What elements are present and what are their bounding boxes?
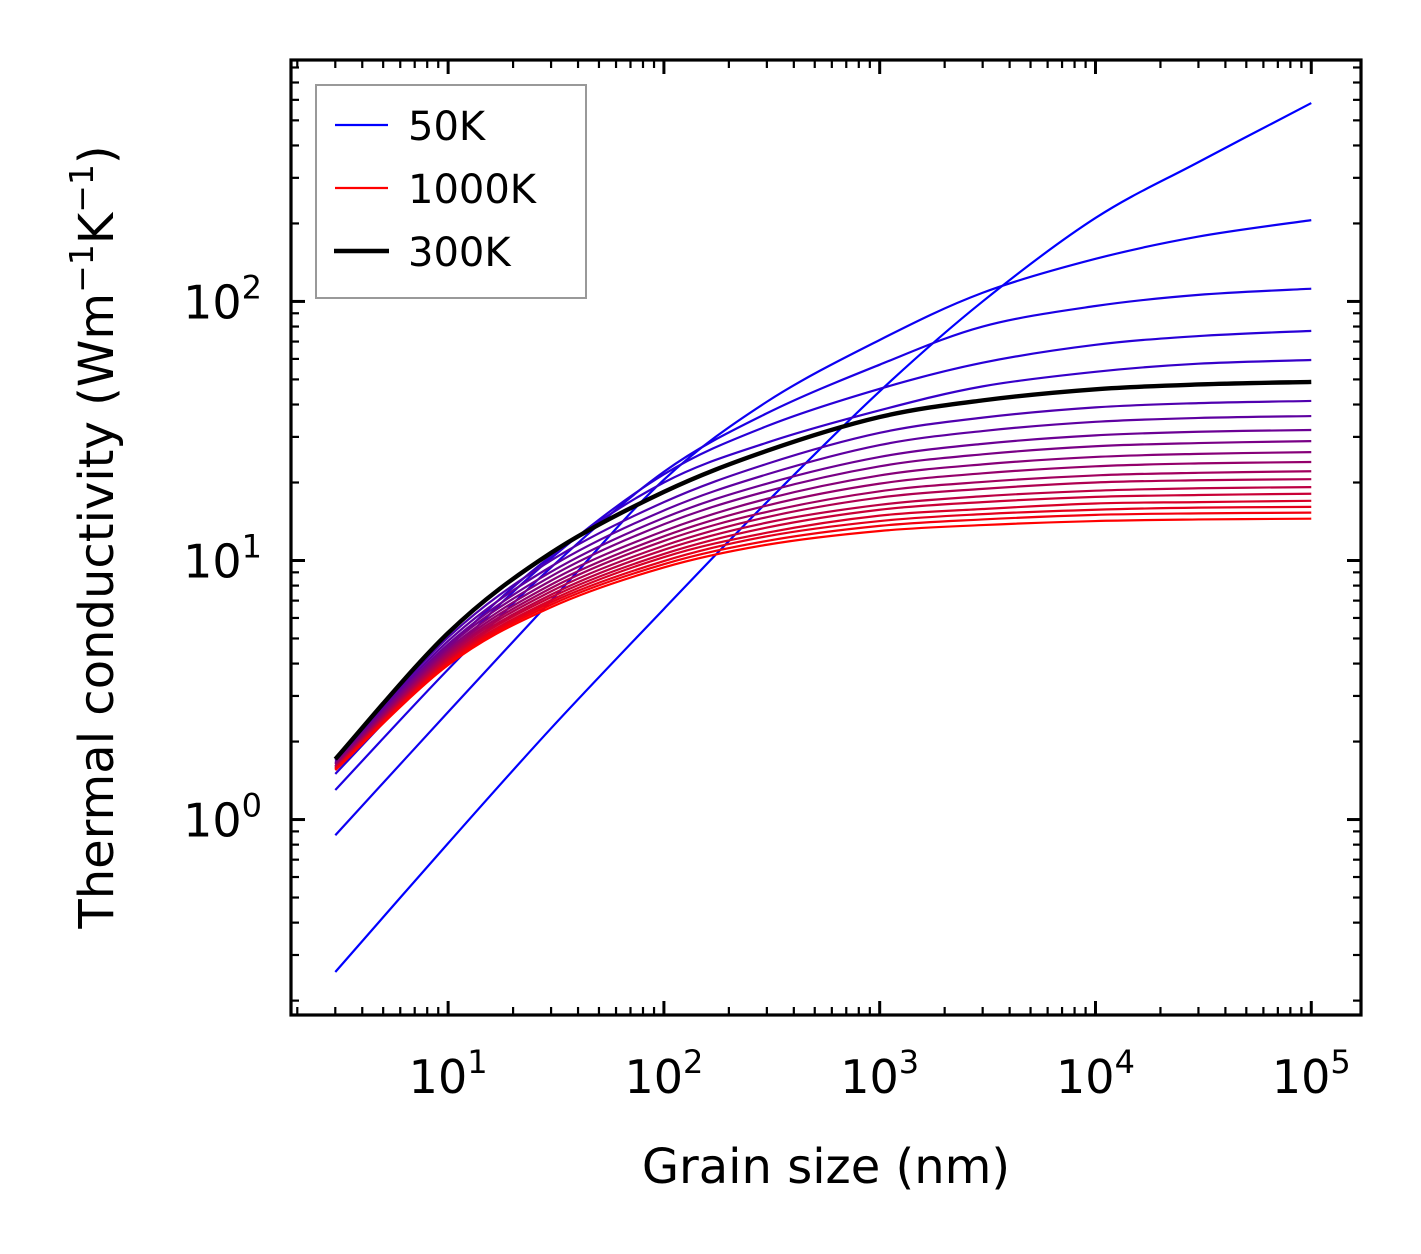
tick-exponent: 5 <box>1330 1043 1350 1081</box>
tick-base: 10 <box>1056 1050 1115 1104</box>
series-line-900k <box>334 505 1312 771</box>
series-line-200k <box>334 329 1312 775</box>
tick-exponent: 3 <box>899 1043 919 1081</box>
legend-label-300k: 300K <box>408 230 512 276</box>
x-tick-label: 105 <box>1272 1043 1351 1104</box>
series-line-1000k <box>334 517 1312 772</box>
series-line-400k <box>334 414 1312 763</box>
tick-exponent: 2 <box>683 1043 703 1081</box>
y-tick-label: 102 <box>183 268 262 329</box>
series-line-950k <box>334 511 1312 771</box>
series-line-50k <box>334 102 1312 973</box>
series-line-350k <box>334 399 1312 762</box>
y-axis-label: Thermal conductivity (Wm−1K−1) <box>62 145 125 929</box>
legend-label-50k: 50K <box>408 104 487 150</box>
tick-base: 10 <box>624 1050 683 1104</box>
legend-label-1000k: 1000K <box>408 167 538 213</box>
series-line-700k <box>334 478 1312 769</box>
x-axis-label: Grain size (nm) <box>642 1139 1010 1195</box>
series-line-750k <box>334 486 1312 769</box>
series-line-600k <box>334 460 1312 767</box>
tick-base: 10 <box>183 534 242 588</box>
tick-base: 10 <box>183 794 242 848</box>
tick-exponent: 0 <box>242 787 262 825</box>
x-tick-label: 101 <box>409 1043 488 1104</box>
series-line-250k <box>334 358 1312 768</box>
series-line-850k <box>334 499 1312 770</box>
y-tick-label: 101 <box>183 527 262 588</box>
x-tick-label: 103 <box>840 1043 919 1104</box>
series-line-800k <box>334 492 1312 769</box>
legend-box <box>315 84 587 299</box>
series-line-100k <box>334 219 1312 836</box>
x-tick-labels: 101 102 103 104 105 <box>409 1043 1351 1104</box>
tick-exponent: 2 <box>242 268 262 306</box>
tick-exponent: 1 <box>242 527 262 565</box>
x-tick-label: 104 <box>1056 1043 1135 1104</box>
tick-exponent: 1 <box>467 1043 487 1081</box>
plot-area <box>333 102 1312 973</box>
plot-frame <box>289 58 1363 1017</box>
legend: 50K 1000K 300K <box>315 84 587 299</box>
series-line-550k <box>334 451 1312 766</box>
x-tick-label: 102 <box>624 1043 703 1104</box>
tick-exponent: 4 <box>1115 1043 1135 1081</box>
series-line-500k <box>334 439 1312 765</box>
tick-base: 10 <box>1272 1050 1331 1104</box>
tick-base: 10 <box>409 1050 468 1104</box>
tick-base: 10 <box>840 1050 899 1104</box>
series-line-650k <box>334 470 1312 768</box>
y-tick-label: 100 <box>183 787 262 848</box>
series-layer <box>333 102 1312 973</box>
tick-base: 10 <box>183 275 242 329</box>
series-line-450k <box>334 428 1312 764</box>
series-line-300k <box>333 379 1312 761</box>
